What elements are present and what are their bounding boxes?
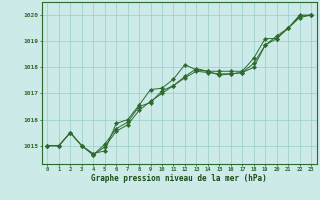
- X-axis label: Graphe pression niveau de la mer (hPa): Graphe pression niveau de la mer (hPa): [91, 174, 267, 183]
